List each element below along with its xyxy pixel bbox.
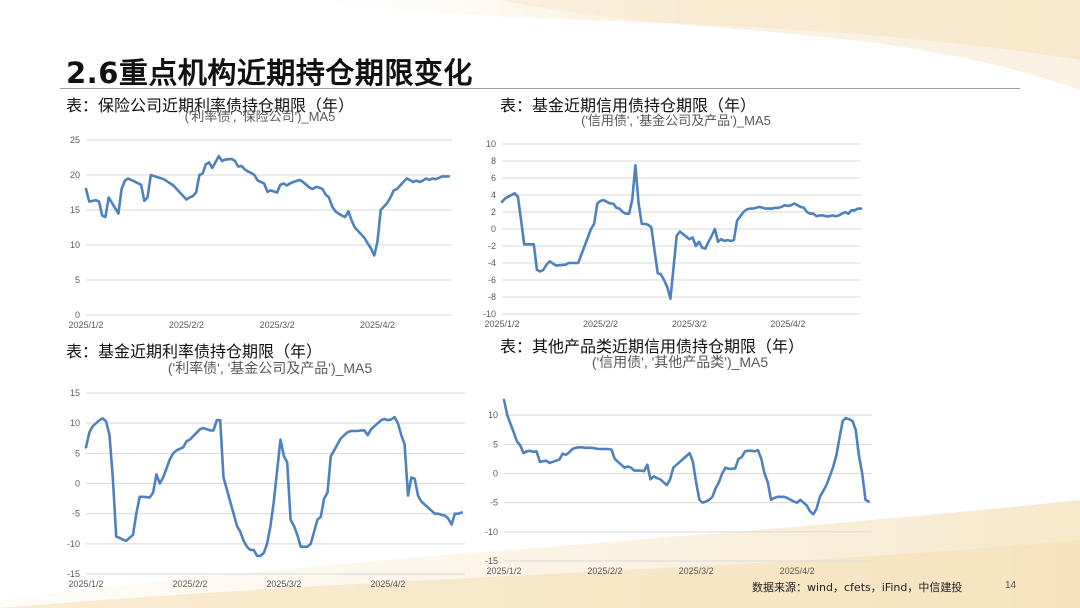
x-tick-label: 2025/4/2: [360, 320, 395, 330]
x-tick-label: 2025/2/2: [172, 579, 207, 589]
y-tick-label: 0: [75, 310, 80, 320]
y-tick-label: -15: [67, 569, 80, 579]
x-tick-label: 2025/2/2: [587, 566, 622, 576]
x-tick-label: 2025/4/2: [780, 566, 815, 576]
x-tick-label: 2025/3/2: [266, 579, 301, 589]
y-tick-label: -2: [488, 241, 496, 251]
y-tick-label: 15: [70, 388, 80, 398]
y-tick-label: 10: [486, 139, 496, 149]
x-tick-label: 2025/1/2: [68, 579, 103, 589]
y-tick-label: 10: [70, 418, 80, 428]
y-tick-label: -10: [67, 539, 80, 549]
y-tick-label: 4: [491, 190, 496, 200]
y-tick-label: -5: [490, 498, 498, 508]
chart-fund-credit-duration: ('信用债', '基金公司及产品')_MA5 -10 -8 -6 -4 -2 0 2 4 6 8 10…: [483, 113, 863, 329]
x-tick-label: 2025/2/2: [583, 319, 618, 329]
y-tick-label: -6: [488, 275, 496, 285]
y-tick-label: -5: [72, 509, 80, 519]
x-tick-label: 2025/3/2: [679, 566, 714, 576]
y-tick-label: 2: [491, 207, 496, 217]
y-tick-label: -10: [485, 527, 498, 537]
chart-title: ('利率债', '基金公司及产品')_MA5: [168, 360, 373, 376]
y-tick-label: 6: [491, 173, 496, 183]
page-number: 14: [1005, 580, 1017, 591]
y-tick-label: 0: [491, 224, 496, 234]
slide-title: 2.6重点机构近期持仓期限变化: [66, 56, 473, 90]
y-tick-label: 5: [493, 439, 498, 449]
chart-title: ('利率债', '保险公司')_MA5: [185, 109, 336, 124]
y-tick-label: 15: [70, 205, 80, 215]
y-tick-label: 20: [70, 170, 80, 180]
y-tick-label: 0: [75, 479, 80, 489]
x-tick-label: 2025/2/2: [169, 320, 204, 330]
panel-caption-fund-credit: 表：基金近期信用债持仓期限（年）: [500, 96, 757, 115]
series-line: [502, 398, 871, 516]
panel-caption-fund-rates: 表：基金近期利率债持仓期限（年）: [66, 342, 323, 361]
series-line: [500, 163, 863, 300]
chart-fund-rates-duration: ('利率债', '基金公司及产品')_MA5 -15 -10 -5 0 5 10 15 2025…: [67, 360, 465, 589]
x-tick-label: 2025/3/2: [672, 319, 707, 329]
x-tick-label: 2025/1/2: [484, 319, 519, 329]
y-tick-label: 5: [75, 448, 80, 458]
y-tick-label: 5: [75, 275, 80, 285]
series-line: [84, 154, 451, 257]
chart-title: ('信用债', '基金公司及产品')_MA5: [581, 113, 771, 128]
data-source-note: 数据来源：wind，cfets，iFind，中信建投: [752, 581, 963, 594]
y-tick-label: -4: [488, 258, 496, 268]
y-tick-label: -15: [485, 556, 498, 566]
chart-insurance-rates-duration: ('利率债', '保险公司')_MA5 0 5 10 15 20 25 2025/1/2 202…: [68, 109, 452, 330]
y-tick-label: 0: [493, 469, 498, 479]
chart-title: ('信用债', '其他产品类')_MA5: [592, 354, 769, 370]
y-tick-label: 10: [488, 410, 498, 420]
y-tick-label: -10: [483, 309, 496, 319]
y-tick-label: 10: [70, 240, 80, 250]
x-tick-label: 2025/1/2: [486, 566, 521, 576]
chart-other-credit-duration: ('信用债', '其他产品类')_MA5 -15 -10 -5 0 5 10 2025/1/2…: [485, 354, 872, 576]
y-tick-label: 8: [491, 156, 496, 166]
x-tick-label: 2025/4/2: [770, 319, 805, 329]
panel-caption-other-credit: 表：其他产品类近期信用债持仓期限（年）: [500, 337, 805, 356]
x-tick-label: 2025/3/2: [260, 320, 295, 330]
series-line: [84, 415, 463, 558]
panel-caption-insurance-rates: 表：保险公司近期利率债持仓期限（年）: [66, 96, 355, 115]
x-tick-label: 2025/1/2: [68, 320, 103, 330]
title-divider: [60, 88, 1020, 89]
y-tick-label: -8: [488, 292, 496, 302]
x-tick-label: 2025/4/2: [370, 579, 405, 589]
y-tick-label: 25: [70, 135, 80, 145]
